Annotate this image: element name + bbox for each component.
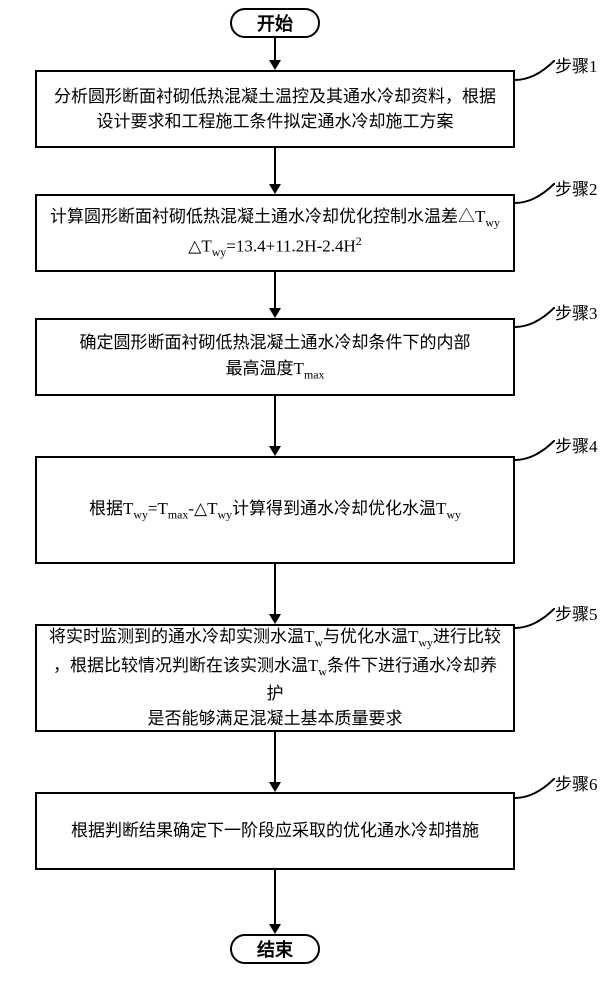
connector-6: [515, 778, 555, 808]
process-step-5: 将实时监测到的通水冷却实测水温Tw与优化水温Twy进行比较 ，根据比较情况判断在…: [35, 624, 515, 732]
connector-1: [515, 60, 555, 90]
connector-3: [515, 307, 555, 337]
connector-2: [515, 183, 555, 213]
step-1-text: 分析圆形断面衬砌低热混凝土温控及其通水冷却资料，根据设计要求和工程施工条件拟定通…: [49, 84, 501, 135]
arrow-head-6: [269, 782, 281, 792]
step-2-content: 计算圆形断面衬砌低热混凝土通水冷却优化控制水温差△Twy △Twy=13.4+1…: [50, 204, 500, 261]
arrow-head-7: [269, 924, 281, 934]
process-step-3: 确定圆形断面衬砌低热混凝土通水冷却条件下的内部 最高温度Tmax: [35, 318, 515, 396]
arrow-line-6: [274, 732, 276, 786]
process-step-1: 分析圆形断面衬砌低热混凝土温控及其通水冷却资料，根据设计要求和工程施工条件拟定通…: [35, 70, 515, 148]
arrow-head-4: [269, 446, 281, 456]
arrow-line-4: [274, 396, 276, 450]
arrow-head-1: [269, 60, 281, 70]
terminal-start-text: 开始: [257, 10, 293, 36]
step-3-content: 确定圆形断面衬砌低热混凝土通水冷却条件下的内部 最高温度Tmax: [80, 330, 471, 384]
arrow-line-3: [274, 272, 276, 312]
terminal-end-text: 结束: [257, 936, 293, 962]
step-4-content: 根据Twy=Tmax-△Twy计算得到通水冷却优化水温Twy: [89, 496, 461, 524]
terminal-end: 结束: [230, 934, 320, 964]
step-6-label: 步骤6: [555, 770, 598, 795]
arrow-line-7: [274, 870, 276, 928]
step-1-label: 步骤1: [555, 52, 598, 77]
arrow-line-5: [274, 564, 276, 618]
step-5-label: 步骤5: [555, 600, 598, 625]
terminal-start: 开始: [230, 8, 320, 38]
process-step-6: 根据判断结果确定下一阶段应采取的优化通水冷却措施: [35, 792, 515, 870]
step-4-label: 步骤4: [555, 432, 598, 457]
arrow-line-2: [274, 148, 276, 188]
connector-4: [515, 440, 555, 470]
process-step-4: 根据Twy=Tmax-△Twy计算得到通水冷却优化水温Twy: [35, 456, 515, 564]
step-5-content: 将实时监测到的通水冷却实测水温Tw与优化水温Twy进行比较 ，根据比较情况判断在…: [49, 624, 501, 732]
arrow-head-5: [269, 614, 281, 624]
step-6-text: 根据判断结果确定下一阶段应采取的优化通水冷却措施: [71, 818, 479, 844]
arrow-head-2: [269, 184, 281, 194]
arrow-head-3: [269, 308, 281, 318]
step-3-label: 步骤3: [555, 299, 598, 324]
flowchart-container: 开始 分析圆形断面衬砌低热混凝土温控及其通水冷却资料，根据设计要求和工程施工条件…: [0, 0, 614, 1000]
step-2-label: 步骤2: [555, 175, 598, 200]
process-step-2: 计算圆形断面衬砌低热混凝土通水冷却优化控制水温差△Twy △Twy=13.4+1…: [35, 194, 515, 272]
connector-5: [515, 608, 555, 638]
